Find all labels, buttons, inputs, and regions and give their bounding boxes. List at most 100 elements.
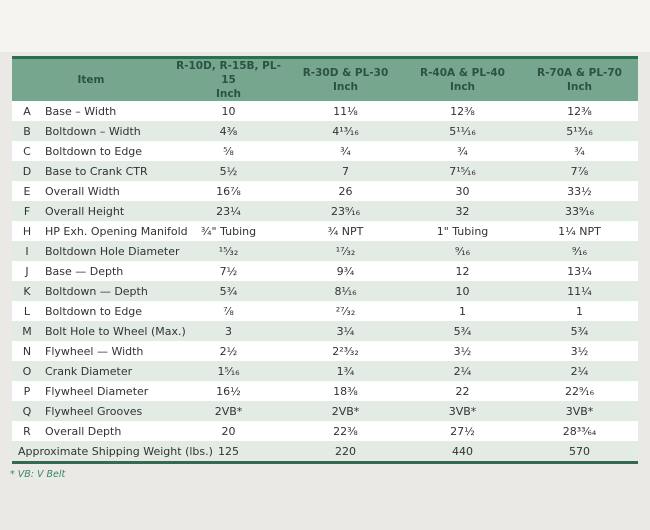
table-row: M Bolt Hole to Wheel (Max.) 3 3¼ 5¾ 5¾ xyxy=(12,321,638,341)
row-letter: D xyxy=(22,164,32,178)
row-item-label: Base to Crank CTR xyxy=(45,164,148,178)
table-body: A Base – Width 10 11⅛ 12⅜ 12⅜ B Boltdown – Widt… xyxy=(12,101,638,461)
row-value: 7 xyxy=(342,164,349,178)
row-value: 12⅜ xyxy=(450,104,475,118)
row-value: 9¾ xyxy=(336,264,355,278)
row-value: ¾ NPT xyxy=(327,224,364,238)
row-value: 2²³⁄₃₂ xyxy=(332,344,359,358)
column-header-model-3: R-40A & PL-40 Inch xyxy=(404,66,521,94)
row-value: 3 xyxy=(225,324,232,338)
row-value: 22 xyxy=(455,384,470,398)
row-item-label: Base — Depth xyxy=(45,264,124,278)
row-letter: I xyxy=(25,244,29,258)
column-header-unit: Inch xyxy=(566,81,593,93)
column-header-label: R-70A & PL-70 xyxy=(536,66,622,79)
row-value: 33½ xyxy=(567,184,592,198)
row-value: 7¹⁵⁄₁₆ xyxy=(449,164,476,178)
row-value: 1 xyxy=(576,304,583,318)
row-value: 27½ xyxy=(450,424,475,438)
row-value: 440 xyxy=(452,444,473,458)
row-value: 22⁹⁄₁₆ xyxy=(564,384,595,398)
table-row: O Crank Diameter 1⁵⁄₁₆ 1¾ 2¼ 2¼ xyxy=(12,361,638,381)
row-item-label: Boltdown to Edge xyxy=(45,304,143,318)
table-row: F Overall Height 23¼ 23⁹⁄₁₆ 32 33⁹⁄₁₆ xyxy=(12,201,638,221)
column-header-label: Item xyxy=(77,73,105,86)
row-item-label: Overall Width xyxy=(45,184,120,198)
table-row: A Base – Width 10 11⅛ 12⅜ 12⅜ xyxy=(12,101,638,121)
row-letter: E xyxy=(23,184,31,198)
row-value: 1" Tubing xyxy=(436,224,489,238)
row-value: 2½ xyxy=(219,344,238,358)
row-value: 2¼ xyxy=(570,364,589,378)
table-row: L Boltdown to Edge ⅞ ²⁷⁄₃₂ 1 1 xyxy=(12,301,638,321)
row-value: 3VB* xyxy=(448,404,477,418)
column-header-unit: Inch xyxy=(332,81,359,93)
row-value: 1⁵⁄₁₆ xyxy=(217,364,240,378)
column-header-label: R-30D & PL-30 xyxy=(302,66,389,79)
table-header-row: Item R-10D, R-15B, PL-15 Inch R-30D & PL… xyxy=(12,59,638,101)
row-item-label: Flywheel — Width xyxy=(45,344,144,358)
column-header-unit: Inch xyxy=(449,81,476,93)
row-value: ²⁷⁄₃₂ xyxy=(335,304,356,318)
row-value: 8¹⁄₁₆ xyxy=(334,284,357,298)
row-value: 11¼ xyxy=(567,284,592,298)
column-header-label: R-40A & PL-40 xyxy=(419,66,505,79)
table-row: B Boltdown – Width 4⅜ 4¹³⁄₁₆ 5¹¹⁄₁₆ 5¹³⁄₁₆ xyxy=(12,121,638,141)
row-letter: H xyxy=(22,224,32,238)
column-header-unit: Inch xyxy=(215,88,242,101)
table-row: J Base — Depth 7½ 9¾ 12 13¼ xyxy=(12,261,638,281)
row-item-label: Boltdown Hole Diameter xyxy=(45,244,180,258)
row-value: ¾" Tubing xyxy=(200,224,257,238)
row-letter: B xyxy=(23,124,31,138)
row-letter: M xyxy=(22,324,32,338)
row-item-label: Flywheel Diameter xyxy=(45,384,149,398)
row-item-label: Boltdown — Depth xyxy=(45,284,148,298)
row-value: 4¹³⁄₁₆ xyxy=(332,124,359,138)
row-value: 16⅞ xyxy=(216,184,241,198)
row-value: ¾ xyxy=(340,144,351,158)
row-value: ⁹⁄₁₆ xyxy=(571,244,588,258)
column-header-model-4: R-70A & PL-70 Inch xyxy=(521,66,638,94)
row-value: 16½ xyxy=(216,384,241,398)
row-item-label: Base – Width xyxy=(45,104,117,118)
row-letter: Q xyxy=(22,404,32,418)
row-value: 5¹³⁄₁₆ xyxy=(566,124,593,138)
row-value: 5½ xyxy=(219,164,238,178)
table-row: K Boltdown — Depth 5¾ 8¹⁄₁₆ 10 11¼ xyxy=(12,281,638,301)
row-value: 18⅜ xyxy=(333,384,358,398)
table-row: R Overall Depth 20 22⅜ 27½ 28³³⁄₆₄ xyxy=(12,421,638,441)
row-letter: L xyxy=(23,304,31,318)
table-row: N Flywheel — Width 2½ 2²³⁄₃₂ 3½ 3½ xyxy=(12,341,638,361)
row-value: 2VB* xyxy=(331,404,360,418)
row-item-label: HP Exh. Opening Manifold xyxy=(45,224,188,238)
row-value: ¾ xyxy=(574,144,585,158)
row-value: 12 xyxy=(455,264,470,278)
row-value: ¹⁵⁄₃₂ xyxy=(218,244,239,258)
row-value: 28³³⁄₆₄ xyxy=(562,424,597,438)
row-letter: A xyxy=(23,104,31,118)
row-value: 5¾ xyxy=(570,324,589,338)
row-item-label: Approximate Shipping Weight (lbs.) xyxy=(18,444,213,458)
table-row-summary: Approximate Shipping Weight (lbs.) 125 220… xyxy=(12,441,638,461)
column-header-model-1: R-10D, R-15B, PL-15 Inch xyxy=(170,59,287,102)
row-value: ⅝ xyxy=(223,144,234,158)
row-value: 220 xyxy=(335,444,356,458)
row-value: 3¼ xyxy=(336,324,355,338)
row-value: 570 xyxy=(569,444,590,458)
row-value: ⅞ xyxy=(223,304,234,318)
row-value: 5¹¹⁄₁₆ xyxy=(449,124,476,138)
row-value: 5¾ xyxy=(453,324,472,338)
row-value: 10 xyxy=(221,104,236,118)
row-letter: C xyxy=(23,144,31,158)
row-value: 3½ xyxy=(453,344,472,358)
column-header-label: R-10D, R-15B, PL-15 xyxy=(176,59,281,86)
row-value: 125 xyxy=(218,444,239,458)
table-row: I Boltdown Hole Diameter ¹⁵⁄₃₂ ¹⁷⁄₃₂ ⁹⁄₁₆ ⁹⁄₁… xyxy=(12,241,638,261)
row-value: 23⁹⁄₁₆ xyxy=(330,204,361,218)
row-value: 20 xyxy=(221,424,236,438)
table-row: Q Flywheel Grooves 2VB* 2VB* 3VB* 3VB* xyxy=(12,401,638,421)
row-value: 30 xyxy=(455,184,470,198)
row-value: 10 xyxy=(455,284,470,298)
row-item-label: Boltdown to Edge xyxy=(45,144,143,158)
row-letter: F xyxy=(23,204,31,218)
